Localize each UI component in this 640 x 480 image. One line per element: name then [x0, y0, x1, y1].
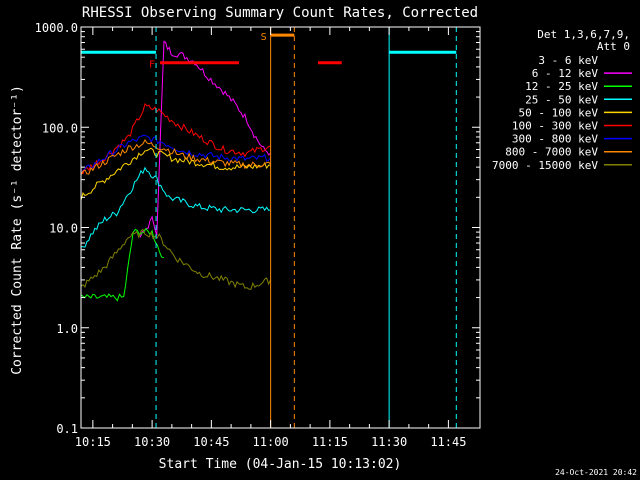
- legend-label: 12 - 25 keV: [525, 80, 598, 93]
- series-line-800-7000-kev: [80, 139, 271, 175]
- y-tick-label: 10.0: [49, 222, 78, 236]
- x-tick-label: 11:15: [312, 435, 348, 449]
- series-line-300-800-kev: [81, 134, 272, 172]
- y-axis-label: Corrected Count Rate (s⁻¹ detector⁻¹): [10, 85, 25, 375]
- series-line-6-12-kev: [139, 40, 271, 238]
- series-layer: [80, 40, 272, 302]
- legend-label: 3 - 6 keV: [538, 54, 598, 67]
- legend-header-line-1: Det 1,3,6,7,9,: [537, 28, 630, 41]
- x-tick-label: 11:30: [371, 435, 407, 449]
- legend-label: 800 - 7000 keV: [505, 146, 598, 159]
- y-tick-label: 1000.0: [35, 21, 78, 35]
- x-tick-label: 10:15: [75, 435, 111, 449]
- legend-label: 6 - 12 keV: [532, 67, 599, 80]
- x-axis-label: Start Time (04-Jan-15 10:13:02): [159, 457, 402, 472]
- legend-label: 300 - 800 keV: [512, 133, 598, 146]
- y-tick-label: 100.0: [42, 121, 78, 135]
- y-tick-label: 0.1: [56, 422, 78, 436]
- legend-label: 50 - 100 keV: [519, 106, 599, 119]
- legend-label: 25 - 50 keV: [525, 93, 598, 106]
- x-tick-label: 10:45: [193, 435, 229, 449]
- axis-layer: 0.1 1.0 10.0 100.0 1000.0 10:15 10:30 10:45 11:0…: [35, 21, 480, 449]
- x-tick-label: 11:00: [253, 435, 289, 449]
- series-line-25-50-kev: [80, 166, 271, 248]
- chart-title: RHESSI Observing Summary Count Rates, Co…: [82, 5, 478, 21]
- flare-flag-label: F: [149, 60, 155, 71]
- generated-timestamp: 24-Oct-2021 20:42: [555, 468, 637, 477]
- y-tick-label: 1.0: [56, 322, 78, 336]
- legend-label: 100 - 300 keV: [512, 120, 598, 133]
- series-line-50-100-kev: [80, 147, 271, 201]
- x-tick-label: 11:45: [430, 435, 466, 449]
- legend-label: 7000 - 15000 keV: [492, 159, 598, 172]
- series-line-7000-15000-kev: [80, 228, 272, 290]
- saa-flag-label: S: [261, 32, 267, 43]
- x-tick-label: 10:30: [134, 435, 170, 449]
- legend-header-line-2: Att 0: [597, 40, 630, 53]
